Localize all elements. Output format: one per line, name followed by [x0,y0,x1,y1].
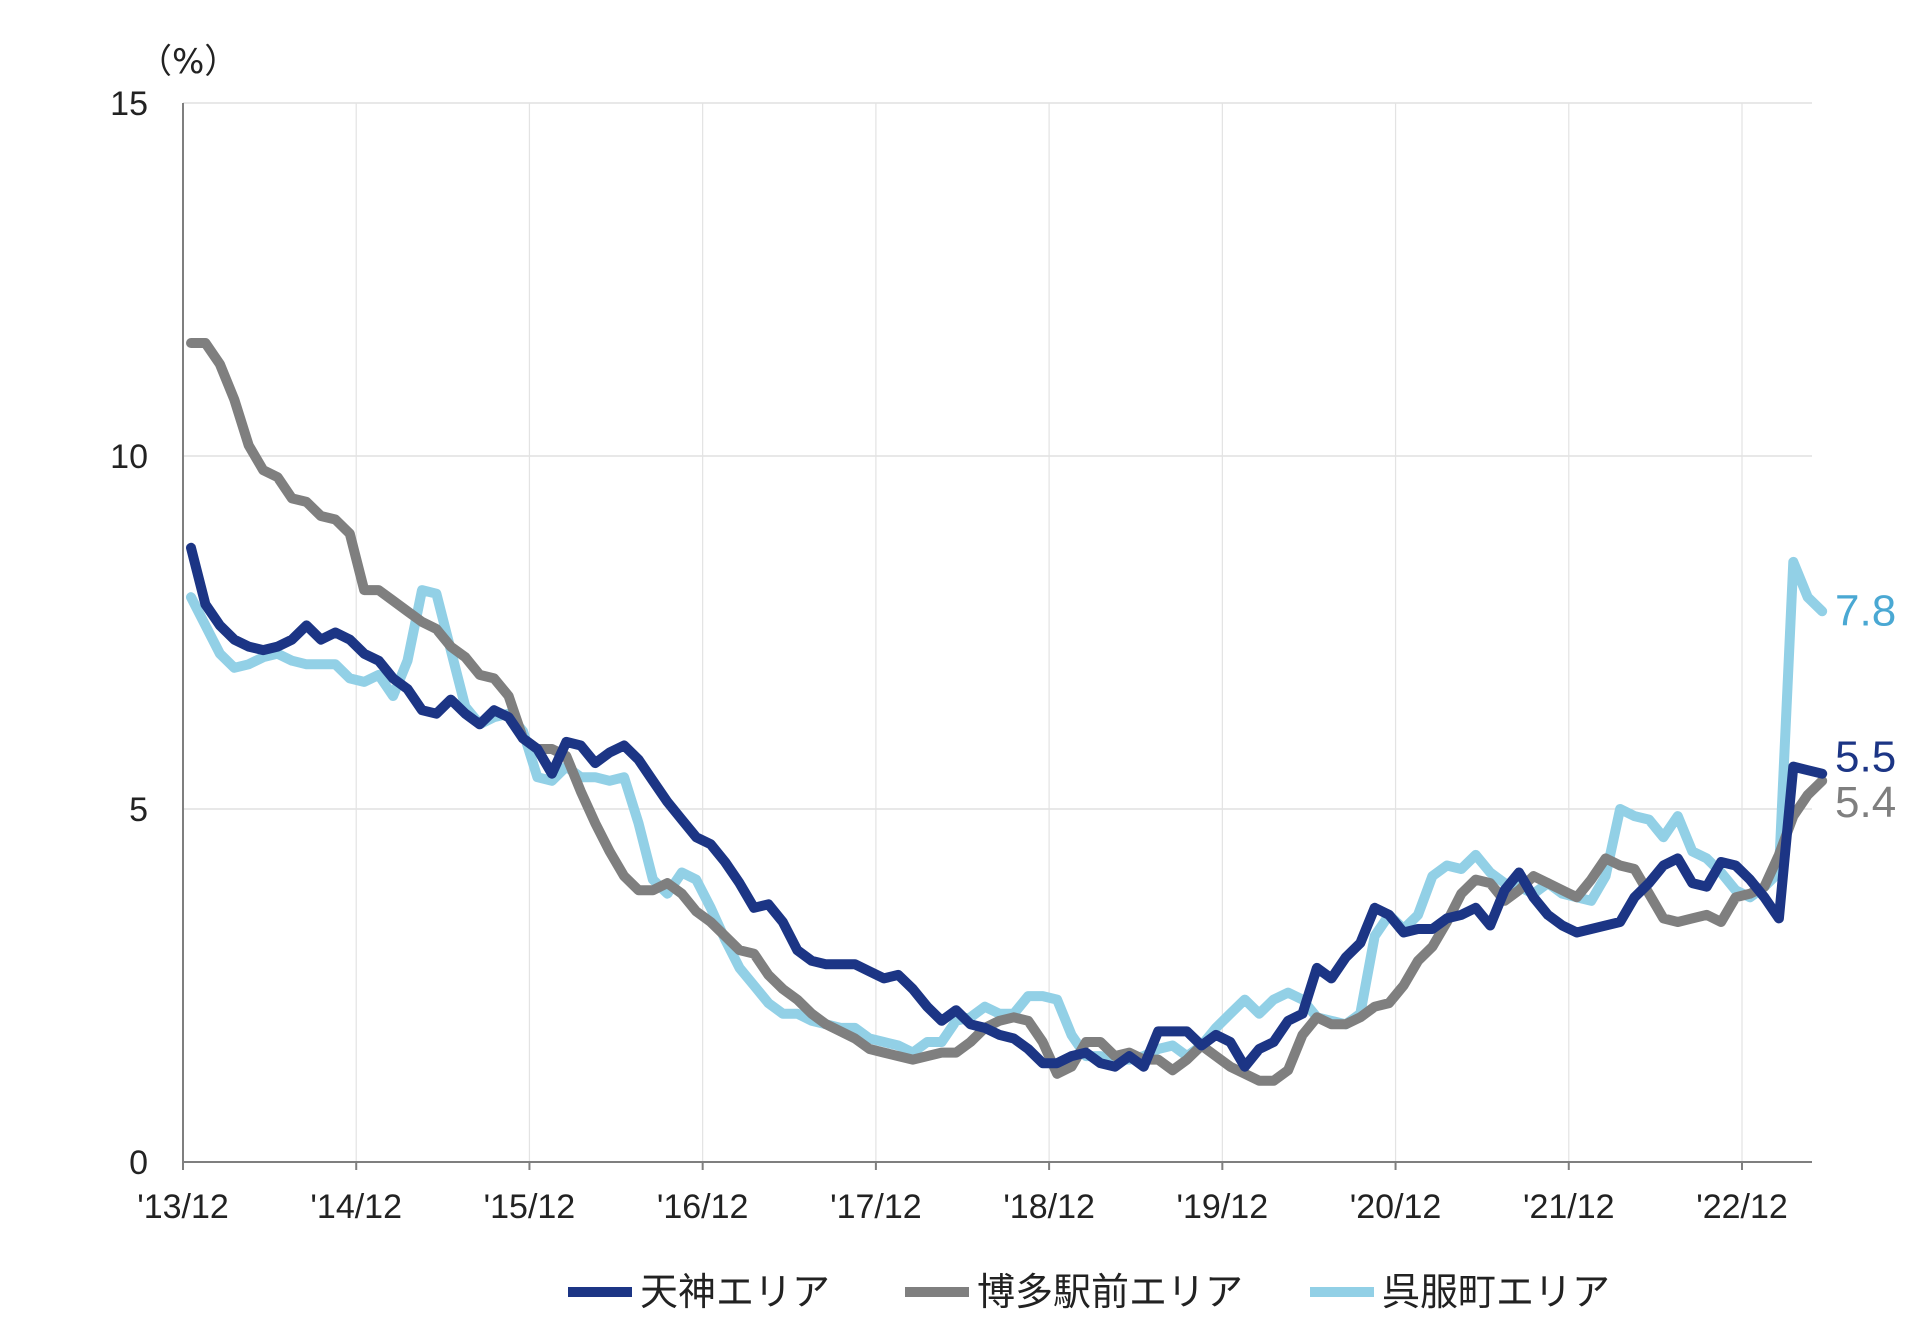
gridlines [183,102,1812,1162]
y-tick-label: 5 [129,791,148,829]
x-tick-label: '18/12 [1003,1188,1095,1226]
y-tick-label: 15 [110,85,148,123]
legend-entry: 呉服町エリア [1382,1270,1610,1314]
series-line-1 [186,338,1828,1086]
series-lines [186,338,1828,1086]
legend-entry: 天神エリア [640,1270,830,1314]
y-tick-label: 0 [129,1144,148,1182]
x-tick-label: '19/12 [1177,1188,1269,1226]
x-tick-labels: '13/12 '14/12 '15/12 '16/12 '17/12 '18/12 '19/… [137,1162,1788,1226]
y-tick-label: 10 [110,438,148,476]
x-tick-label: '13/12 [137,1188,229,1226]
y-tick-labels: 0 5 10 15 [110,85,148,1182]
end-value-label: 7.8 [1835,586,1896,635]
legend: 天神エリア 博多駅前エリア 呉服町エリア [568,1270,1610,1314]
x-tick-label: '17/12 [830,1188,922,1226]
end-value-label: 5.5 [1835,733,1896,782]
x-tick-label: '15/12 [484,1188,576,1226]
x-tick-label: '14/12 [310,1188,402,1226]
y-axis-unit: （%） [138,42,238,82]
x-tick-label: '21/12 [1523,1188,1615,1226]
end-value-label: 5.4 [1835,778,1896,827]
legend-entry: 博多駅前エリア [977,1270,1243,1314]
x-tick-label: '16/12 [657,1188,749,1226]
x-tick-label: '20/12 [1350,1188,1442,1226]
series-line-2 [186,556,1828,1065]
x-tick-label: '22/12 [1696,1188,1788,1226]
series-line-0 [186,542,1828,1072]
end-value-labels: 5.55.4 7.8 [1835,586,1896,826]
